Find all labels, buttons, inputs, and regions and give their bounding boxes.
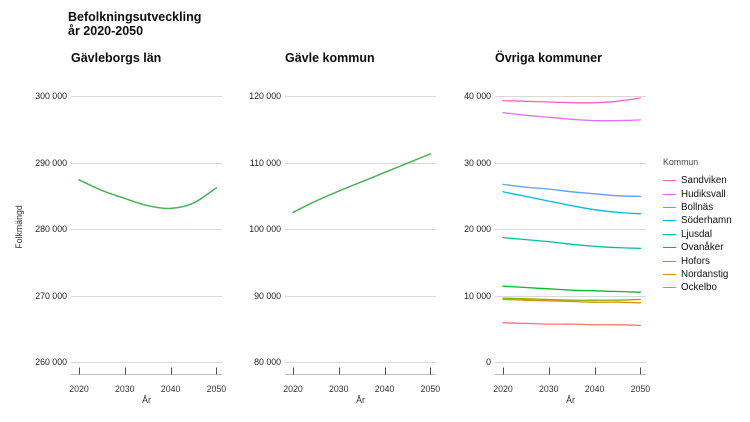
facet-title: Övriga kommuner (495, 51, 602, 65)
legend-item-label: Ockelbo (681, 282, 717, 294)
legend-item-ovanåker: Ovanåker (663, 241, 732, 254)
x-axis-title: År (356, 395, 365, 405)
chart-title-line2: år 2020-2050 (68, 24, 144, 38)
facet-title: Gävleborgs län (71, 51, 162, 65)
legend-line-swatch (663, 287, 676, 289)
y-tick-label: 30 000 (464, 157, 491, 168)
x-tick-label: 2050 (206, 384, 227, 394)
legend: Kommun Sandviken Hudiksvall Bollnäs Söderha… (663, 157, 732, 295)
legend-title: Kommun (663, 157, 699, 167)
x-tick-label: 2020 (493, 384, 513, 394)
legend-item-label: Ljusdal (681, 228, 713, 240)
legend-item-sandviken: Sandviken (663, 174, 732, 187)
plot-area (285, 96, 436, 375)
y-tick-label: 270 000 (35, 290, 67, 301)
legend-item-label: Sandviken (681, 175, 727, 187)
legend-line-swatch (663, 273, 676, 275)
y-tick-label: 260 000 (35, 357, 67, 367)
legend-item-hofors: Hofors (663, 254, 732, 267)
chart-title: Befolkningsutveckling år 2020-2050 (68, 10, 201, 38)
plot-area (71, 96, 222, 375)
legend-item-label: Söderhamn (681, 215, 732, 227)
x-tick-label: 2040 (160, 384, 181, 394)
y-tick-label: 10 000 (464, 290, 491, 301)
x-axis-title: År (142, 395, 151, 405)
y-tick-label: 90 000 (254, 290, 281, 301)
series-line-gävle (292, 153, 432, 214)
series-line-söderhamn (502, 191, 642, 215)
y-tick-label: 40 000 (464, 91, 491, 101)
legend-items: Sandviken Hudiksvall Bollnäs Söderhamn Ljusd… (663, 174, 732, 295)
series-line-hofors (502, 297, 642, 301)
x-tick-label: 2030 (115, 384, 135, 394)
plot-area (495, 96, 646, 375)
series-line-gävleborgs län (78, 179, 218, 210)
y-tick-label: 0 (486, 357, 491, 367)
x-tick-label: 2050 (630, 384, 651, 394)
legend-line-swatch (663, 220, 676, 222)
legend-item-söderhamn: Söderhamn (663, 214, 732, 227)
legend-item-label: Nordanstig (681, 268, 729, 280)
y-tick-label: 20 000 (464, 224, 491, 234)
legend-item-label: Ovanåker (681, 242, 724, 254)
series-line-nordanstig (502, 298, 642, 304)
legend-item-label: Hofors (681, 255, 710, 267)
series-line-sandviken (502, 97, 642, 104)
x-tick-label: 2030 (329, 384, 349, 394)
legend-line-swatch (663, 206, 676, 208)
x-tick-label: 2040 (584, 384, 605, 394)
legend-item-label: Hudiksvall (681, 188, 726, 200)
x-tick-label: 2050 (420, 384, 441, 394)
y-tick-label: 280 000 (35, 224, 67, 234)
legend-line-swatch (663, 233, 676, 235)
chart-panel-gavle-kommun: Gävle kommun År 120 000 110 000 100 000 90 … (225, 46, 445, 405)
chart-panel-ovriga-kommuner: Övriga kommuner År 40 000 30 000 20 000 10 … (435, 46, 655, 405)
x-tick-label: 2020 (283, 384, 303, 394)
x-tick-label: 2030 (539, 384, 559, 394)
legend-item-label: Bollnäs (681, 201, 714, 213)
y-tick-label: 290 000 (35, 157, 67, 168)
y-tick-label: 120 000 (249, 91, 281, 101)
legend-item-bollnäs: Bollnäs (663, 201, 732, 214)
y-tick-label: 110 000 (249, 157, 281, 168)
y-tick-label: 80 000 (254, 357, 281, 367)
chart-title-line1: Befolkningsutveckling (68, 10, 202, 24)
facet-title: Gävle kommun (285, 51, 375, 65)
legend-line-swatch (663, 193, 676, 195)
legend-line-swatch (663, 180, 676, 182)
series-line-hudiksvall (502, 111, 642, 122)
legend-line-swatch (663, 247, 676, 249)
legend-item-hudiksvall: Hudiksvall (663, 187, 732, 200)
series-line-ljusdal (502, 236, 642, 249)
series-line-ovanåker (502, 285, 642, 293)
x-tick-label: 2020 (69, 384, 89, 394)
legend-line-swatch (663, 260, 676, 262)
legend-item-ljusdal: Ljusdal (663, 228, 732, 241)
series-line-ockelbo (502, 322, 642, 327)
legend-item-nordanstig: Nordanstig (663, 268, 732, 281)
x-tick-label: 2040 (374, 384, 395, 394)
legend-item-ockelbo: Ockelbo (663, 281, 732, 294)
series-line-bollnäs (502, 183, 642, 198)
x-axis-title: År (566, 395, 575, 405)
chart-panel-gavleborgs-lan: Gävleborgs län År 300 000 290 000 280 000 2… (11, 46, 231, 405)
y-tick-label: 100 000 (249, 224, 281, 234)
y-tick-label: 300 000 (35, 91, 67, 101)
